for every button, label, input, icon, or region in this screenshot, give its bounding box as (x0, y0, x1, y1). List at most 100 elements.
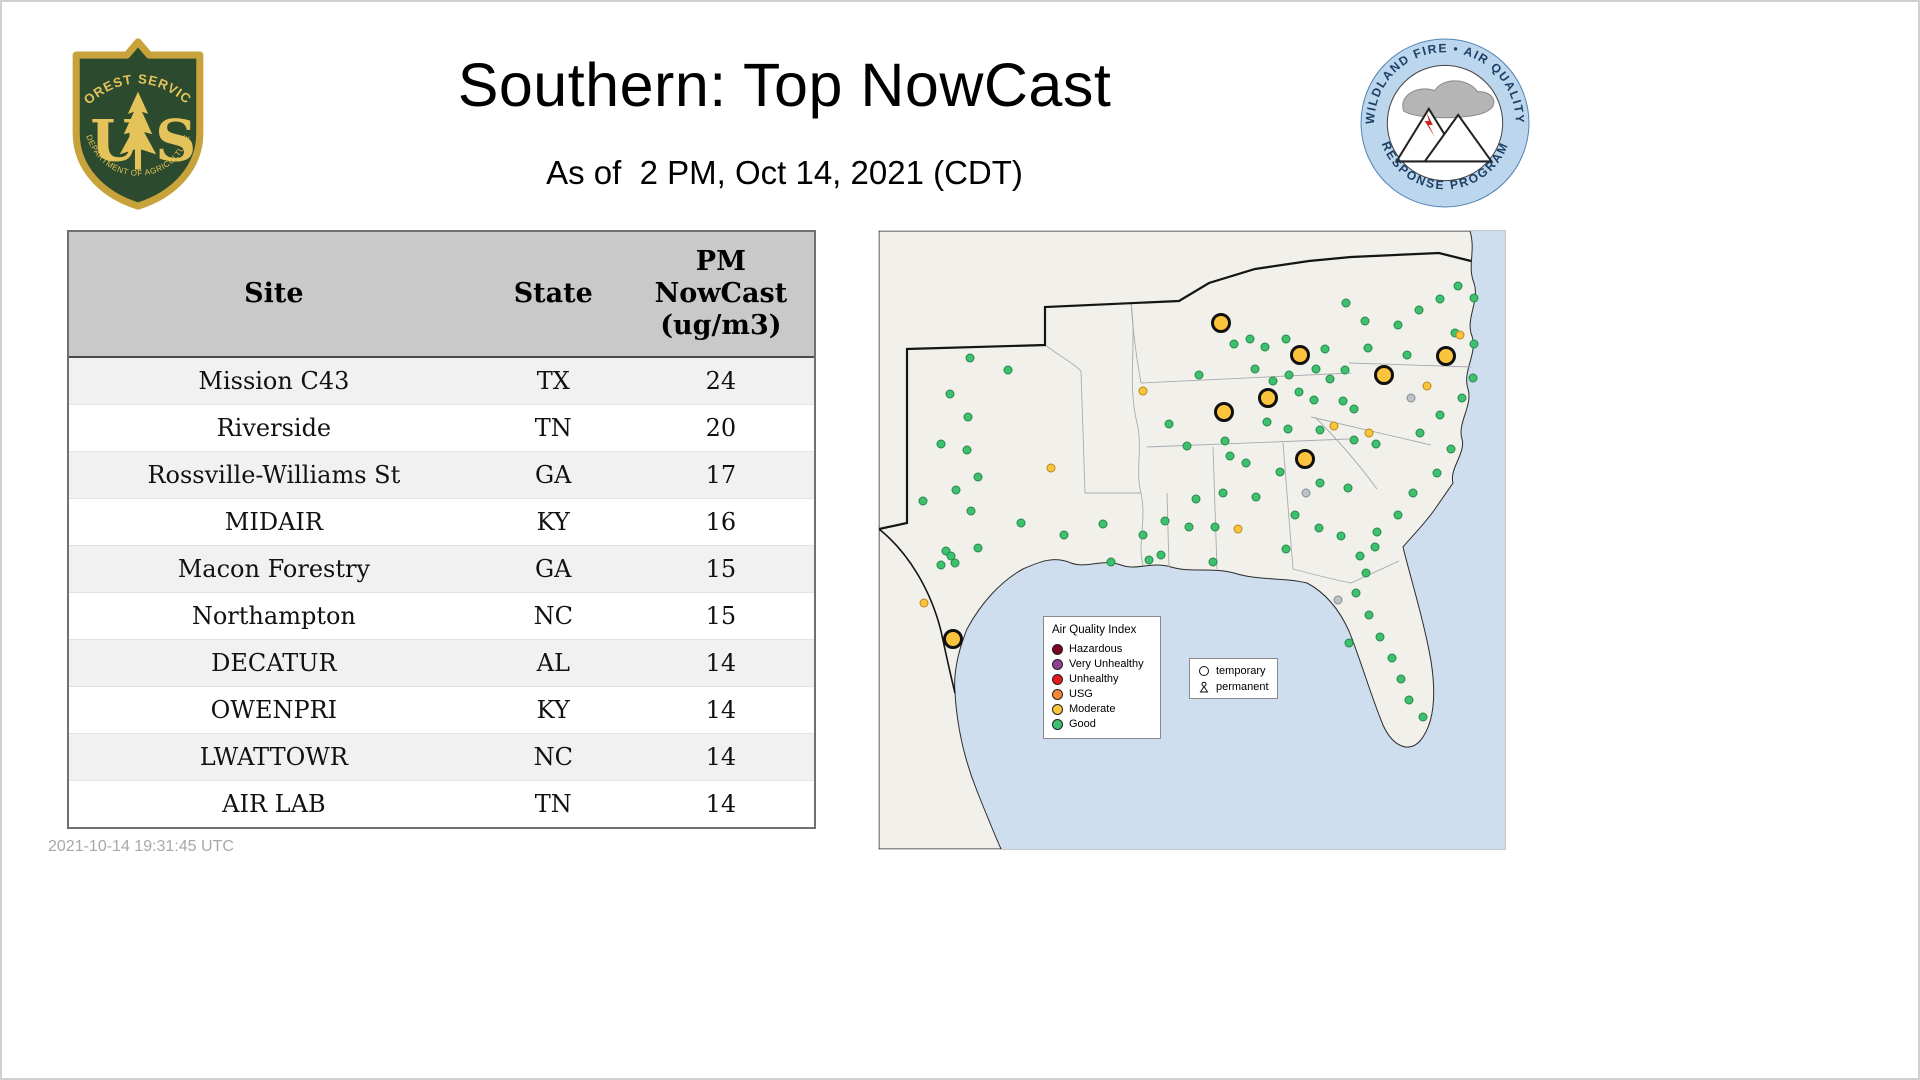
good-site-dot (1309, 395, 1319, 405)
good-site-dot (950, 558, 960, 568)
column-header-pm-nowcast: PM NowCast (ug/m3) (627, 232, 814, 358)
good-site-dot (1349, 404, 1359, 414)
legend-item: USG (1052, 687, 1152, 702)
good-site-dot (973, 543, 983, 553)
good-site-dot (1349, 435, 1359, 445)
good-site-dot (1393, 510, 1403, 520)
table-row: Northampton NC 15 (69, 592, 814, 639)
state-cell: NC (533, 742, 573, 771)
state-cell: KY (536, 695, 570, 724)
good-site-dot (1210, 522, 1220, 532)
site-cell: Riverside (216, 413, 332, 442)
mountain-right-icon (1422, 113, 1494, 163)
state-borders (1044, 302, 1472, 584)
pine-tree-icon (119, 91, 157, 170)
good-site-dot (1208, 557, 1218, 567)
good-site-dot (1260, 342, 1270, 352)
good-site-dot (1325, 374, 1335, 384)
good-site-dot (1435, 410, 1445, 420)
good-site-dot (1341, 298, 1351, 308)
good-site-dot (1281, 544, 1291, 554)
good-site-dot (1194, 370, 1204, 380)
good-site-dot (1106, 557, 1116, 567)
legend-color-dot (1052, 659, 1063, 671)
no-data-site-dot (1406, 393, 1416, 403)
moderate-site-dot (1455, 330, 1465, 340)
table-row: DECATUR AL 14 (69, 639, 814, 687)
legend-label: Hazardous (1069, 643, 1123, 655)
temporary-moderate-marker (1295, 449, 1315, 469)
value-cell: 14 (705, 789, 737, 818)
good-site-dot (1361, 568, 1371, 578)
state-cell: TN (534, 413, 572, 442)
value-cell: 17 (705, 460, 737, 489)
state-cell: AL (536, 648, 570, 677)
table-row: LWATTOWR NC 14 (69, 733, 814, 781)
good-site-dot (951, 485, 961, 495)
no-data-site-dot (1333, 595, 1343, 605)
legend-row-permanent: permanent (1198, 680, 1269, 693)
table-row: AIR LAB TN 14 (69, 780, 814, 827)
site-cell: LWATTOWR (199, 742, 348, 771)
temporary-moderate-marker (1258, 388, 1278, 408)
good-site-dot (1250, 364, 1260, 374)
good-site-dot (963, 412, 973, 422)
temporary-moderate-marker (1436, 346, 1456, 366)
value-cell: 14 (705, 648, 737, 677)
table-row: MIDAIR KY 16 (69, 498, 814, 545)
value-cell: 14 (705, 742, 737, 771)
good-site-dot (1245, 334, 1255, 344)
good-site-dot (1229, 339, 1239, 349)
good-site-dot (918, 496, 928, 506)
good-site-dot (1144, 555, 1154, 565)
good-site-dot (1315, 478, 1325, 488)
land (879, 231, 1476, 849)
good-site-dot (1375, 632, 1385, 642)
good-site-dot (1343, 483, 1353, 493)
good-site-dot (1003, 365, 1013, 375)
moderate-site-dot (1329, 421, 1339, 431)
table-row: Rossville-Williams St GA 17 (69, 451, 814, 499)
permanent-label: permanent (1216, 680, 1269, 693)
temporary-moderate-marker (1214, 402, 1234, 422)
good-site-dot (1344, 638, 1354, 648)
top-nowcast-table: Site State PM NowCast (ug/m3) Mission C4… (67, 230, 816, 829)
site-cell: AIR LAB (222, 789, 326, 818)
good-site-dot (936, 560, 946, 570)
state-cell: KY (536, 507, 570, 536)
good-site-dot (1275, 467, 1285, 477)
site-cell: Mission C43 (198, 366, 350, 395)
temporary-moderate-marker (1211, 313, 1231, 333)
page-subtitle: As of 2 PM, Oct 14, 2021 (CDT) (546, 154, 1023, 191)
moderate-site-dot (1422, 381, 1432, 391)
good-site-dot (1364, 610, 1374, 620)
good-site-dot (1469, 339, 1479, 349)
good-site-dot (1402, 350, 1412, 360)
good-site-dot (1164, 419, 1174, 429)
fire-icon (1424, 112, 1435, 138)
good-site-dot (1338, 396, 1348, 406)
good-site-dot (1182, 441, 1192, 451)
region-outline (879, 251, 1472, 694)
page-title: Southern: Top NowCast (457, 51, 1112, 119)
state-cell: TN (534, 789, 572, 818)
good-site-dot (1218, 488, 1228, 498)
wfaqrp-logo: WILDLAND FIRE • AIR QUALITY RESPONSE PRO… (1358, 36, 1532, 210)
southern-region-map: Air Quality Index Hazardous Very Unhealth… (878, 230, 1506, 850)
good-site-dot (1098, 519, 1108, 529)
map-dot-layer (879, 231, 1505, 849)
legend-label: Unhealthy (1069, 673, 1119, 685)
table-row: Mission C43 TX 24 (69, 356, 814, 405)
good-site-dot (936, 439, 946, 449)
temporary-moderate-marker (1290, 345, 1310, 365)
good-site-dot (966, 506, 976, 516)
good-site-dot (1160, 516, 1170, 526)
map-base (879, 231, 1505, 849)
good-site-dot (1415, 428, 1425, 438)
legend-label: Moderate (1069, 703, 1116, 715)
good-site-dot (1241, 458, 1251, 468)
table-row: OWENPRI KY 14 (69, 686, 814, 733)
aqi-legend: Air Quality Index Hazardous Very Unhealth… (1043, 616, 1161, 740)
legend-item: Good (1052, 717, 1152, 732)
